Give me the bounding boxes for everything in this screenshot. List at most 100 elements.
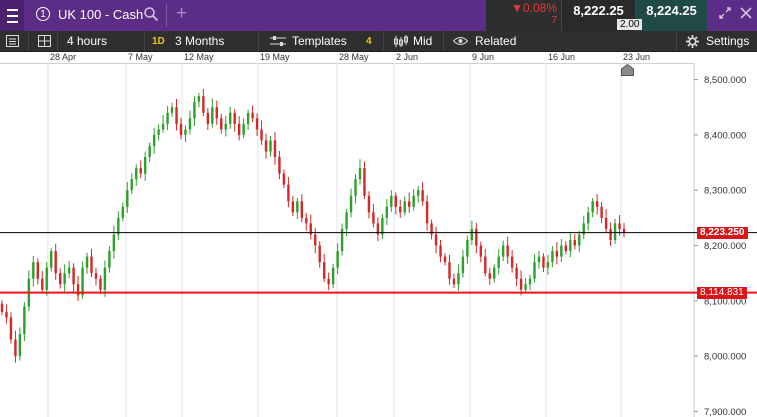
scroll-to-latest-icon[interactable] <box>621 64 634 76</box>
candle-body <box>224 123 227 130</box>
chart-list-button[interactable] <box>6 31 19 51</box>
candle-body <box>237 123 241 135</box>
candle-body <box>564 245 568 252</box>
candle-body <box>287 184 290 202</box>
date-tick-label: 19 May <box>260 52 290 62</box>
candle-body <box>591 201 594 213</box>
candle-body <box>269 140 272 152</box>
candle-body <box>166 112 169 124</box>
candle-body <box>9 317 13 340</box>
candle-body <box>582 223 585 235</box>
candle-body <box>322 262 326 279</box>
candle-body <box>551 251 554 263</box>
candle-body <box>363 168 366 196</box>
candle-body <box>148 145 151 158</box>
candle-body <box>67 267 71 274</box>
candle-body <box>242 123 245 135</box>
candle-body <box>220 118 223 130</box>
layout-button[interactable] <box>38 31 51 51</box>
candle-body <box>340 228 344 252</box>
candle-body <box>229 112 232 124</box>
candle-body <box>578 234 581 246</box>
menu-button[interactable] <box>0 0 24 31</box>
candle-body <box>72 267 75 285</box>
price-tick-label: 8,500.000 <box>704 75 746 86</box>
add-tab-button[interactable]: + <box>176 3 188 24</box>
tab-number-badge[interactable]: 1 <box>36 7 50 21</box>
sell-price: 8,222.25 <box>573 3 624 18</box>
candle-body <box>452 278 456 285</box>
candle-body <box>613 223 617 240</box>
toolbar-divider <box>28 31 29 51</box>
candle-body <box>394 195 397 207</box>
templates-button[interactable]: Templates <box>270 31 347 51</box>
candle-body <box>448 262 451 279</box>
candle-body <box>278 157 281 174</box>
candle-body <box>282 173 286 185</box>
candle-body <box>130 179 133 191</box>
sell-price-button[interactable]: 8,222.25 <box>562 0 635 31</box>
candle-body <box>94 273 98 279</box>
candle-body <box>412 195 415 207</box>
search-icon[interactable] <box>143 6 159 22</box>
price-chart[interactable]: 8,500.000 8,400.000 8,300.000 8,200.000 8,10… <box>0 63 757 417</box>
candlestick-chart[interactable]: 8,500.000 8,400.000 8,300.000 8,200.000 8,10… <box>0 63 757 417</box>
buy-price: 8,224.25 <box>646 3 697 18</box>
candle-body <box>609 228 612 240</box>
candle-body <box>439 245 442 257</box>
price-tick-label: 8,100.000 <box>704 296 746 307</box>
candle-body <box>108 251 111 268</box>
interval-selector[interactable]: 4 hours <box>67 34 108 48</box>
candle-body <box>58 273 62 285</box>
templates-label: Templates <box>292 34 347 48</box>
candle-body <box>587 212 590 224</box>
candle-body <box>533 262 536 279</box>
candle-body <box>327 278 330 285</box>
candle-body <box>546 262 550 268</box>
instrument-title[interactable]: UK 100 - Cash <box>58 7 144 22</box>
candle-body <box>63 273 66 285</box>
support-level-label: 8,114.831 <box>697 286 747 299</box>
candle-body <box>121 206 125 218</box>
settings-button[interactable]: Settings <box>686 31 749 51</box>
related-button[interactable]: Related <box>453 31 516 51</box>
candle-body <box>36 262 39 279</box>
toolbar-divider <box>57 31 58 51</box>
candle-body <box>54 251 57 274</box>
list-icon <box>6 35 19 47</box>
period-badge: 1D <box>152 35 165 47</box>
candle-body <box>466 240 469 257</box>
related-label: Related <box>475 34 517 48</box>
candle-body <box>430 223 433 235</box>
price-mode-label: Mid <box>413 34 433 48</box>
candle-body <box>443 256 447 263</box>
candle-body <box>501 245 505 257</box>
close-icon[interactable] <box>740 7 752 19</box>
date-tick-label: 9 Jun <box>472 52 495 62</box>
date-axis: 28 Apr 7 May 12 May 19 May 28 May 2 Jun … <box>0 52 757 64</box>
tab-divider <box>166 4 167 27</box>
candle-body <box>573 240 576 246</box>
candle-body <box>470 228 474 240</box>
toolbar-divider <box>144 31 145 51</box>
candle-body <box>99 278 102 290</box>
date-tick-label: 28 May <box>339 52 369 62</box>
expand-icon[interactable] <box>719 7 731 19</box>
candle-body <box>175 107 178 124</box>
templates-icon <box>270 36 286 46</box>
buy-price-button[interactable]: 8,224.25 <box>636 0 707 31</box>
toolbar-divider <box>258 31 259 51</box>
candle-body <box>170 107 174 113</box>
price-mode-selector[interactable]: Mid <box>393 31 432 51</box>
candle-body <box>345 212 348 229</box>
instrument-header: 1 UK 100 - Cash + ▼0.08% 7 8,222.25 8,22… <box>0 0 757 31</box>
candle-body <box>255 118 259 130</box>
price-tick-label: 8,000.000 <box>704 352 746 363</box>
period-selector[interactable]: 3 Months <box>175 34 225 48</box>
toolbar-divider <box>443 31 444 51</box>
candle-body <box>152 134 156 146</box>
candle-body <box>604 217 608 229</box>
candle-body <box>425 201 429 224</box>
candle-body <box>390 195 393 207</box>
candle-body <box>358 168 362 180</box>
